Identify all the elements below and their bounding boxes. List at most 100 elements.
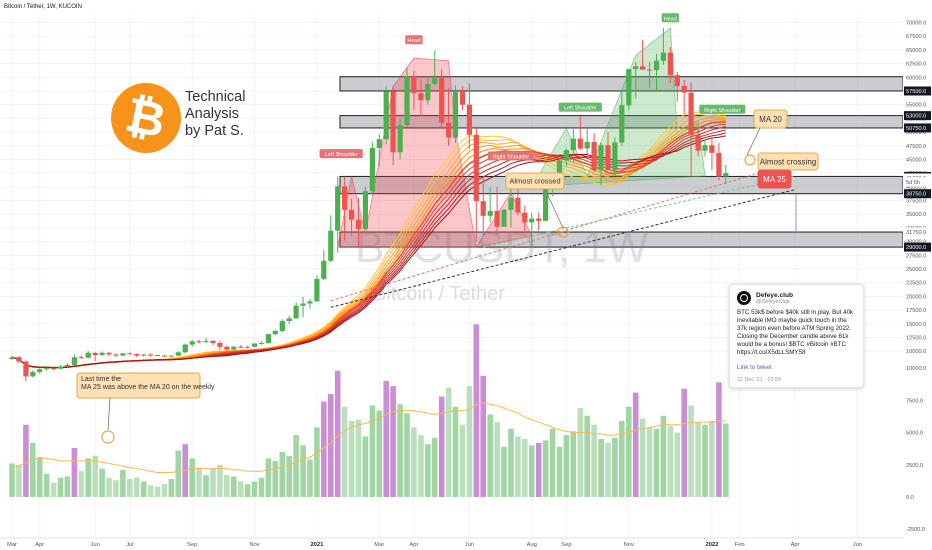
price-tick-label: 47500.0 [906,144,926,150]
volume-bar [411,427,417,497]
candle-body [307,301,313,304]
candle-body [515,197,521,213]
volume-bar [258,477,265,497]
price-tick-label: 55000.0 [906,103,926,109]
volume-bar [445,387,452,497]
candle-body [397,124,403,153]
volume-bar [161,484,168,497]
price-label-bg [904,111,931,121]
callout-box [505,172,565,190]
candle-body [688,92,694,136]
candle-body [404,76,410,125]
candle-body [376,139,382,148]
candle-body [78,357,84,359]
callout-text: Almost crossed [509,177,560,186]
callout-text: Last time the [81,376,121,383]
time-tick-label: Apr [35,542,44,548]
volume-bar [535,442,542,497]
tweet-card[interactable]: Defeye.club @DefeyeClub BTC 53k$ before … [729,284,864,388]
candle-body [328,230,334,261]
volume-bar [293,435,299,497]
candle-body [640,66,646,70]
candle-body [667,52,673,76]
volume-tick-label: 10000.0 [906,366,926,372]
price-label-bg [904,123,931,133]
volume-bar [619,420,625,497]
volume-bar [709,420,715,497]
price-tick-label: 40000.0 [906,185,926,191]
volume-bar [369,405,376,497]
candle-body [633,66,639,69]
candle-body [349,209,355,220]
candle-body [494,210,500,227]
tweet-link[interactable]: Link to tweet [737,364,772,371]
price-tick-label: 25000.0 [906,267,926,273]
candle-body [238,346,244,348]
candle-body [653,60,660,71]
volume-bar [487,414,493,497]
callout-pointer [746,127,761,156]
volume-bar [522,439,528,497]
candle-body [141,354,147,356]
candle-body [342,186,348,210]
candle-body [113,354,119,356]
pattern-tag [405,35,423,45]
candle-body [16,357,22,362]
volume-tick-label: 0.0 [906,495,914,501]
price-tick-label: 20000.0 [906,294,926,300]
candle-body [716,152,722,177]
price-axis[interactable]: 70000.0 67500.0 65000.0 62500.0 60000.0 57500… [903,0,932,550]
time-tick-label: Mar [7,542,17,548]
candle-body [120,353,126,356]
volume-bar [605,442,611,497]
candle-body [203,340,209,342]
volume-bar [231,476,237,497]
candle-body [660,52,666,61]
volume-bar [85,458,91,497]
volume-bar [383,381,389,497]
watermark-name: Bitcoin / Tether [373,283,505,305]
candle-body [487,210,493,216]
candle-body [362,191,368,229]
volume-bar [175,450,182,497]
candle-body [466,104,472,135]
trend-lines [330,161,796,308]
volume-bar [16,464,22,497]
callout-pointer [107,397,111,431]
symbol-title[interactable]: Bitcoin / Tether, 1W, KUCOIN [4,4,82,10]
volume-bar [390,386,396,497]
time-tick-label: Jun [90,542,99,548]
volume-bar [9,463,15,497]
volume-bar [272,460,279,497]
bitcoin-glyph: ₿ [121,86,171,150]
volume-bar [279,451,286,497]
candle-body [702,145,708,151]
price-tick-label: 12500.0 [906,335,926,341]
volume-bar [480,375,486,497]
volume-bar [64,476,71,497]
volume-bar [244,484,251,497]
candle-body [591,141,597,171]
candles [9,28,729,382]
volume-bar [286,455,292,497]
brand-line-1: Technical [185,89,246,105]
price-label: 50750.0 [906,126,926,132]
volume-bar [168,479,175,497]
price-tick-label: 22500.0 [906,281,926,287]
volume-bar [397,404,403,497]
volume-bar [140,481,147,497]
volume-bar [529,445,535,497]
cross-marker [557,226,569,238]
callout-text: MA 25 was above the MA 20 on the weekly [81,384,215,391]
tweet-author: Defeye.club @DefeyeClub [756,292,793,305]
price-tick-label: 10000.0 [906,349,926,355]
time-axis[interactable]: Mar Apr Jun Jul Sep Nov 2021 Mar Apr Jun Aug Sep Nov… [0,537,903,548]
price-tick-label: 50000.0 [906,130,926,136]
volume-tick-label: 7500.0 [906,398,923,404]
volume-bar [418,435,424,497]
time-tick-label: Sep [187,542,197,548]
tweet-header: Defeye.club @DefeyeClub [737,291,856,305]
defeye-logo-icon [740,294,748,302]
callout-pointer [544,188,564,229]
volume-bar [113,480,119,497]
